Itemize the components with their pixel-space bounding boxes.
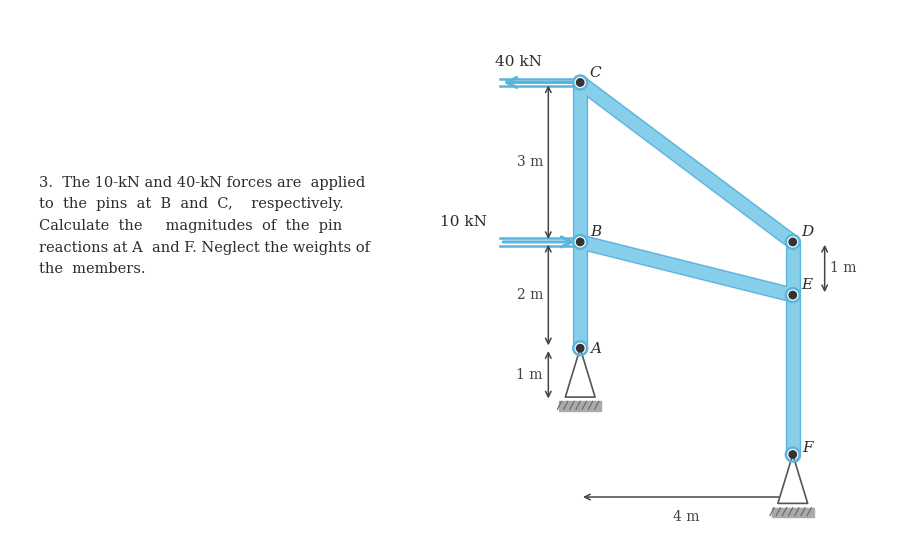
- Text: B: B: [589, 225, 601, 240]
- Circle shape: [788, 238, 796, 245]
- Text: D: D: [800, 225, 812, 240]
- Text: C: C: [589, 66, 601, 80]
- Text: 3 m: 3 m: [516, 155, 542, 169]
- Text: A: A: [589, 342, 600, 356]
- Text: 10 kN: 10 kN: [440, 215, 487, 229]
- Circle shape: [573, 76, 586, 89]
- Text: E: E: [800, 278, 811, 293]
- Text: 4 m: 4 m: [673, 510, 699, 524]
- Circle shape: [573, 342, 586, 355]
- Circle shape: [788, 451, 796, 458]
- Bar: [558, 401, 601, 411]
- Circle shape: [788, 292, 796, 299]
- Circle shape: [785, 448, 799, 461]
- Circle shape: [785, 288, 799, 302]
- Text: 1 m: 1 m: [829, 262, 855, 275]
- Bar: [770, 507, 813, 517]
- Text: 2 m: 2 m: [516, 288, 542, 302]
- Text: 40 kN: 40 kN: [494, 55, 541, 69]
- Circle shape: [575, 79, 584, 86]
- Circle shape: [573, 235, 586, 249]
- Circle shape: [575, 345, 584, 352]
- Text: F: F: [802, 440, 812, 454]
- Polygon shape: [777, 454, 806, 503]
- Circle shape: [575, 238, 584, 245]
- Text: 1 m: 1 m: [516, 368, 542, 382]
- Polygon shape: [565, 348, 594, 397]
- Text: 3.  The 10-kN and 40-kN forces are  applied
to  the  pins  at  B  and  C,    res: 3. The 10-kN and 40-kN forces are applie…: [39, 176, 369, 277]
- Circle shape: [785, 235, 799, 249]
